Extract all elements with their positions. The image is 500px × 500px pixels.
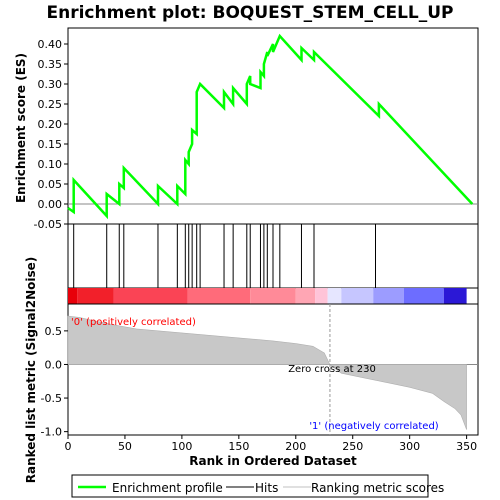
colorbar-segment bbox=[68, 288, 78, 304]
colorbar-segment bbox=[187, 288, 251, 304]
ranked-ylabel: Ranked list metric (Signal2Noise) bbox=[24, 257, 38, 484]
colorbar-segment bbox=[327, 288, 342, 304]
ranked-ytick-label: -0.5 bbox=[41, 392, 62, 405]
ranked-xtick-label: 300 bbox=[399, 440, 420, 453]
colorbar-segment bbox=[373, 288, 404, 304]
es-ylabel: Enrichment score (ES) bbox=[14, 53, 28, 203]
ranked-ytick-label: 0.5 bbox=[45, 325, 63, 338]
legend-ranking-label: Ranking metric scores bbox=[311, 481, 444, 495]
colorbar-segment bbox=[77, 288, 114, 304]
ranked-xtick-label: 50 bbox=[118, 440, 132, 453]
colorbar-segment bbox=[403, 288, 444, 304]
es-ytick-label: 0.00 bbox=[38, 198, 63, 211]
es-ytick-label: 0.15 bbox=[38, 138, 63, 151]
legend-box bbox=[71, 474, 429, 498]
es-ytick-label: 0.25 bbox=[38, 98, 63, 111]
es-ytick-label: 0.35 bbox=[38, 58, 63, 71]
ranked-ytick-label: 0.0 bbox=[45, 358, 63, 371]
ranked-xtick-label: 200 bbox=[285, 440, 306, 453]
ranking-colorbar bbox=[67, 287, 479, 305]
es-ytick-label: -0.05 bbox=[34, 218, 62, 231]
colorbar-segment bbox=[341, 288, 374, 304]
legend-enrichment-label: Enrichment profile bbox=[112, 481, 223, 495]
colorbar-segment bbox=[443, 288, 467, 304]
ranked-xlabel: Rank in Ordered Dataset bbox=[189, 454, 357, 468]
ranked-metric-panel: -1.0 -0.5 0.0 0.5 0 50 100 150 200 250 300 350 '0'… bbox=[24, 257, 479, 484]
es-panel: -0.05 0.00 0.05 0.10 0.15 0.20 0.25 0.30 0.35 0.4… bbox=[14, 27, 479, 231]
es-ytick-label: 0.30 bbox=[38, 78, 63, 91]
hits-panel bbox=[67, 223, 479, 289]
negative-correlation-label: '1' (negatively correlated) bbox=[309, 421, 438, 432]
ranked-xtick-label: 100 bbox=[171, 440, 192, 453]
es-ytick-label: 0.05 bbox=[38, 178, 63, 191]
ranked-xtick-label: 250 bbox=[342, 440, 363, 453]
enrichment-profile-line bbox=[67, 33, 474, 220]
es-ytick-label: 0.20 bbox=[38, 118, 63, 131]
colorbar-segment bbox=[295, 288, 316, 304]
colorbar-segment bbox=[250, 288, 296, 304]
colorbar-segment bbox=[113, 288, 188, 304]
ranking-metric-area bbox=[67, 315, 467, 430]
zero-cross-label: Zero cross at 230 bbox=[288, 364, 376, 375]
chart-title: Enrichment plot: BOQUEST_STEM_CELL_UP bbox=[46, 3, 453, 23]
ranked-ytick-label: -1.0 bbox=[41, 426, 62, 439]
legend: Enrichment profile Hits Ranking metric s… bbox=[71, 474, 444, 498]
colorbar-segment bbox=[315, 288, 328, 304]
es-ytick-label: 0.10 bbox=[38, 158, 63, 171]
es-panel-frame bbox=[67, 27, 479, 225]
ranked-xtick-label: 350 bbox=[456, 440, 477, 453]
ranked-xtick-label: 150 bbox=[228, 440, 249, 453]
legend-hits-label: Hits bbox=[255, 481, 278, 495]
positive-correlation-label: '0' (positively correlated) bbox=[71, 317, 196, 328]
es-ytick-label: 0.40 bbox=[38, 38, 63, 51]
ranked-xtick-label: 0 bbox=[65, 440, 72, 453]
